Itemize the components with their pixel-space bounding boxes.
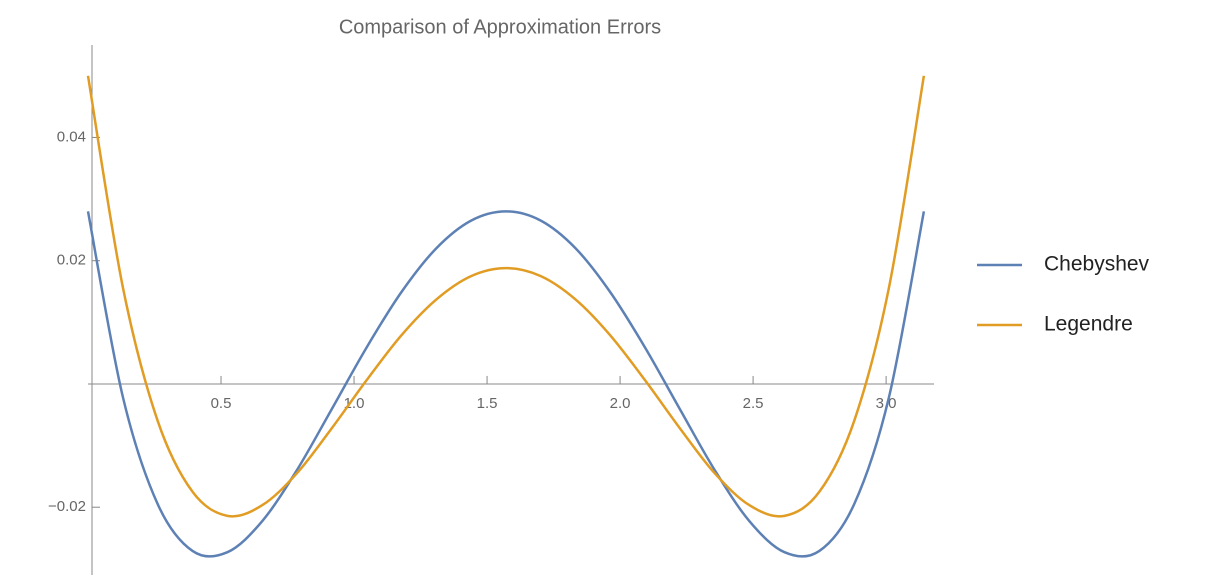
- chart-title: Comparison of Approximation Errors: [339, 16, 661, 38]
- legend-label: Chebyshev: [1044, 253, 1150, 276]
- y-tick-label: 0.02: [57, 252, 86, 269]
- legend-label: Legendre: [1044, 313, 1133, 336]
- x-tick-label: 2.5: [743, 395, 764, 412]
- x-tick-label: 2.0: [610, 395, 631, 412]
- x-tick-label: 1.0: [344, 395, 365, 412]
- series-line: [86, 210, 926, 558]
- series-line: [86, 75, 926, 518]
- x-tick-label: 0.5: [211, 395, 232, 412]
- x-tick-label: 1.5: [477, 395, 498, 412]
- y-tick-label: −0.02: [48, 498, 86, 515]
- y-tick-label: 0.04: [57, 128, 86, 145]
- x-tick-label: 3.0: [876, 395, 897, 412]
